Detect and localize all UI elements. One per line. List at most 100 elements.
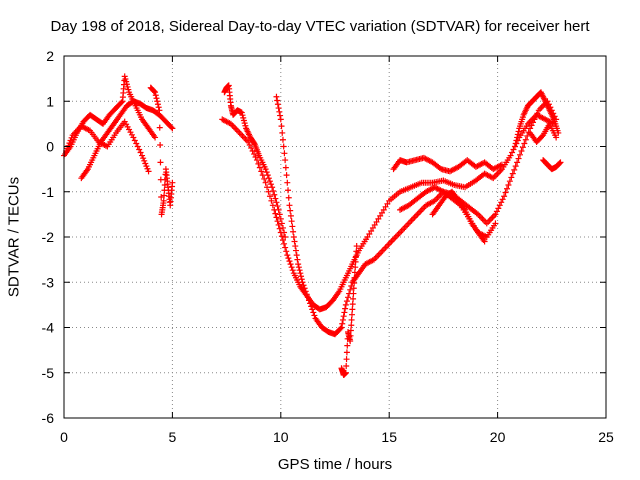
data-point: [347, 338, 354, 345]
data-point-interp: [369, 224, 376, 231]
data-point: [277, 229, 284, 236]
data-point-interp: [274, 101, 281, 108]
data-point-interp: [371, 221, 378, 228]
x-tick-label: 10: [273, 429, 289, 445]
data-point-interp: [380, 206, 387, 213]
data-point-interp: [298, 276, 305, 283]
data-point-interp: [156, 124, 163, 131]
data-point: [156, 107, 163, 114]
data-point-interp: [343, 298, 350, 305]
data-point-interp: [142, 160, 149, 167]
data-point-interp: [495, 205, 502, 212]
data-point-interp: [339, 316, 346, 323]
data-point-interp: [281, 150, 288, 157]
series-arc-8: [338, 243, 360, 379]
data-point-interp: [266, 193, 273, 200]
grid: [64, 56, 606, 418]
data-point-interp: [352, 258, 359, 265]
data-point-interp: [261, 175, 268, 182]
data-point-interp: [350, 290, 357, 297]
data-point-interp: [287, 207, 294, 214]
data-point-interp: [532, 113, 539, 120]
data-point-interp: [339, 320, 346, 327]
chart-title: Day 198 of 2018, Sidereal Day-to-day VTE…: [50, 18, 590, 35]
data-point: [492, 211, 499, 218]
data-point-interp: [514, 134, 521, 141]
data-point: [152, 89, 159, 96]
data-point-interp: [296, 267, 303, 274]
data-point-interp: [294, 256, 301, 263]
data-point: [245, 138, 252, 145]
data-point-interp: [514, 131, 521, 138]
data-point-interp: [255, 160, 262, 167]
data-point-interp: [270, 187, 277, 194]
data-point-interp: [528, 122, 535, 129]
data-point: [511, 143, 518, 150]
data-point-interp: [289, 267, 296, 274]
data-point-interp: [384, 200, 391, 207]
y-tick-label: 0: [46, 139, 54, 155]
data-point-interp: [511, 166, 518, 173]
data-point-interp: [352, 253, 359, 260]
data-point: [501, 193, 508, 200]
y-tick-label: -3: [42, 274, 55, 290]
data-point-interp: [373, 218, 380, 225]
data-point-interp: [304, 294, 311, 301]
data-points: [61, 73, 564, 379]
data-point-interp: [283, 248, 290, 255]
data-point-interp: [137, 149, 144, 156]
data-point-interp: [285, 187, 292, 194]
y-tick-label: 1: [46, 93, 54, 109]
data-point-interp: [133, 140, 140, 147]
data-point-interp: [530, 119, 537, 126]
data-point-interp: [272, 210, 279, 217]
y-tick-label: -2: [42, 229, 55, 245]
data-point-interp: [275, 105, 282, 112]
data-point-interp: [240, 117, 247, 124]
data-point-interp: [118, 99, 125, 106]
data-point-interp: [140, 155, 147, 162]
data-point-interp: [274, 97, 281, 104]
data-point-interp: [378, 209, 385, 216]
data-point-interp: [284, 179, 291, 186]
data-point-interp: [278, 123, 285, 130]
data-point: [509, 170, 516, 177]
data-point-interp: [539, 133, 546, 140]
data-point: [262, 166, 269, 173]
data-point-interp: [251, 151, 258, 158]
data-point-interp: [154, 101, 161, 108]
series-arc-14: [527, 120, 560, 145]
data-point-interp: [279, 224, 286, 231]
series-arc-13: [540, 157, 564, 173]
data-point: [481, 238, 488, 245]
data-point-interp: [246, 141, 253, 148]
data-point-interp: [131, 137, 138, 144]
data-point: [269, 184, 276, 191]
data-point-interp: [524, 132, 531, 139]
data-point-interp: [506, 178, 513, 185]
data-point-interp: [265, 175, 272, 182]
data-point-interp: [289, 223, 296, 230]
data-point-interp: [134, 143, 141, 150]
data-point-interp: [347, 327, 354, 334]
data-point: [492, 220, 499, 227]
x-tick-label: 5: [169, 429, 177, 445]
data-point-interp: [496, 202, 503, 209]
data-point-interp: [291, 238, 298, 245]
data-point-interp: [66, 140, 73, 147]
data-point-interp: [155, 104, 162, 111]
data-point-interp: [274, 218, 281, 225]
data-point-interp: [151, 88, 158, 95]
data-point-interp: [531, 116, 538, 123]
data-point-interp: [308, 303, 315, 310]
data-point-interp: [510, 146, 517, 153]
data-point-interp: [266, 178, 273, 185]
y-axis-label: SDTVAR / TECUs: [5, 176, 23, 298]
data-point-interp: [307, 300, 314, 307]
series-arc-2: [63, 118, 152, 175]
data-point-interp: [503, 185, 510, 192]
data-point-interp: [141, 157, 148, 164]
data-point-interp: [368, 227, 375, 234]
data-point-interp: [124, 83, 131, 90]
data-point-interp: [144, 165, 151, 172]
